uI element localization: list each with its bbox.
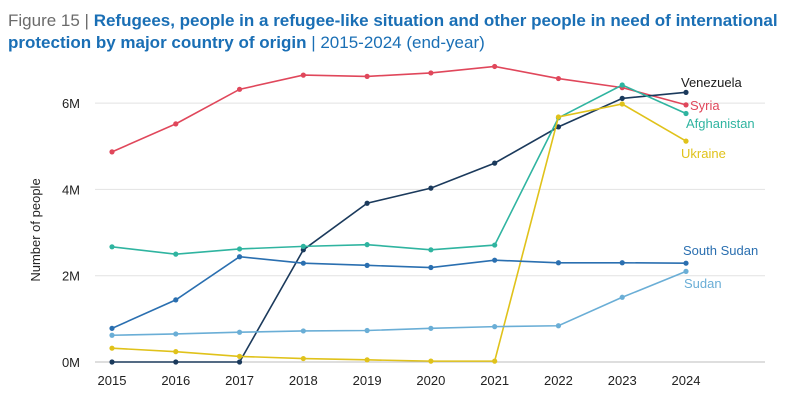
data-point: [555, 323, 562, 329]
data-point: [428, 325, 434, 331]
data-point: [236, 246, 243, 252]
series-label-afghanistan: Afghanistan: [686, 116, 755, 131]
series-line-syria: [111, 65, 687, 153]
data-point: [364, 327, 370, 334]
series-sudan: [109, 268, 689, 338]
data-point: [364, 357, 370, 363]
figure-number: Figure 15 |: [8, 11, 89, 30]
x-tick-label: 2016: [161, 373, 190, 388]
data-point: [364, 242, 370, 248]
data-point: [683, 260, 689, 266]
series-ukraine: [109, 101, 689, 364]
data-point: [300, 328, 306, 334]
y-tick-label: 2M: [62, 269, 80, 284]
data-point: [492, 242, 498, 248]
series-line-afghanistan: [111, 84, 687, 255]
data-point: [492, 358, 498, 364]
data-point: [109, 332, 115, 338]
series-line-ukraine: [111, 103, 687, 362]
data-point: [109, 345, 115, 351]
gridlines: [95, 102, 765, 363]
data-point: [492, 63, 498, 70]
series-syria: [109, 63, 689, 155]
data-point: [555, 124, 562, 130]
data-point: [236, 254, 243, 260]
y-tick-label: 4M: [62, 182, 80, 197]
data-point: [173, 297, 179, 303]
series-label-sudan: Sudan: [684, 276, 722, 291]
series-line-sudan: [111, 270, 687, 337]
x-tick-label: 2017: [225, 373, 254, 388]
data-point: [428, 358, 434, 364]
data-point: [619, 260, 625, 266]
data-point: [619, 101, 625, 107]
data-point: [364, 200, 370, 206]
data-point: [300, 72, 306, 78]
y-tick-label: 0M: [62, 355, 80, 370]
data-point: [683, 89, 689, 95]
data-point: [555, 75, 562, 82]
x-tick-label: 2022: [544, 373, 573, 388]
data-point: [364, 262, 370, 268]
series-group: [109, 63, 689, 365]
y-axis-label: Number of people: [28, 178, 43, 281]
data-point: [236, 359, 243, 365]
data-point: [492, 324, 498, 330]
data-point: [619, 95, 625, 101]
data-point: [428, 185, 434, 191]
series-label-south-sudan: South Sudan: [683, 243, 758, 258]
x-tick-label: 2019: [353, 373, 382, 388]
data-point: [109, 359, 115, 365]
data-point: [428, 70, 434, 76]
x-tick-label: 2018: [289, 373, 318, 388]
data-point: [492, 257, 498, 263]
data-point: [300, 355, 306, 362]
data-point: [555, 114, 562, 120]
data-point: [173, 349, 179, 355]
data-point: [428, 264, 434, 271]
data-point: [300, 260, 306, 266]
series-label-ukraine: Ukraine: [681, 146, 726, 161]
data-point: [619, 82, 625, 88]
x-axis-ticks: 2015 2016 2017 2018 2019 2020 2021 2022 2023 2024: [98, 373, 701, 388]
data-point: [236, 329, 243, 335]
data-point: [109, 244, 115, 250]
data-point: [683, 268, 689, 274]
data-point: [236, 353, 243, 359]
x-tick-label: 2021: [480, 373, 509, 388]
series-line-south-sudan: [111, 255, 687, 330]
data-point: [428, 247, 434, 253]
x-tick-label: 2020: [416, 373, 445, 388]
series-south-sudan: [109, 254, 689, 331]
data-point: [492, 160, 498, 166]
y-axis-ticks: 0M 2M 4M 6M: [62, 96, 80, 370]
data-point: [683, 110, 689, 117]
x-tick-label: 2015: [98, 373, 127, 388]
data-point: [300, 243, 306, 249]
series-venezuela: [109, 89, 689, 365]
series-label-syria: Syria: [690, 98, 720, 113]
series-labels: Syria Venezuela Afghanistan Ukraine South Su…: [681, 75, 758, 291]
data-point: [683, 102, 689, 108]
series-label-venezuela: Venezuela: [681, 75, 742, 90]
data-point: [173, 251, 179, 257]
data-point: [236, 86, 243, 92]
data-point: [683, 138, 689, 144]
data-point: [364, 73, 370, 79]
data-point: [555, 260, 562, 266]
chart-title: Figure 15 | Refugees, people in a refuge…: [8, 10, 788, 54]
x-tick-label: 2023: [608, 373, 637, 388]
y-tick-label: 6M: [62, 96, 80, 111]
title-sub: | 2015-2024 (end-year): [311, 33, 485, 52]
data-point: [173, 121, 179, 127]
title-main: Refugees, people in a refugee-like situa…: [8, 11, 778, 52]
data-point: [173, 359, 179, 365]
data-point: [619, 294, 625, 300]
data-point: [109, 325, 115, 331]
data-point: [109, 149, 115, 155]
series-line-venezuela: [112, 91, 687, 363]
x-tick-label: 2024: [672, 373, 701, 388]
data-point: [173, 331, 179, 337]
